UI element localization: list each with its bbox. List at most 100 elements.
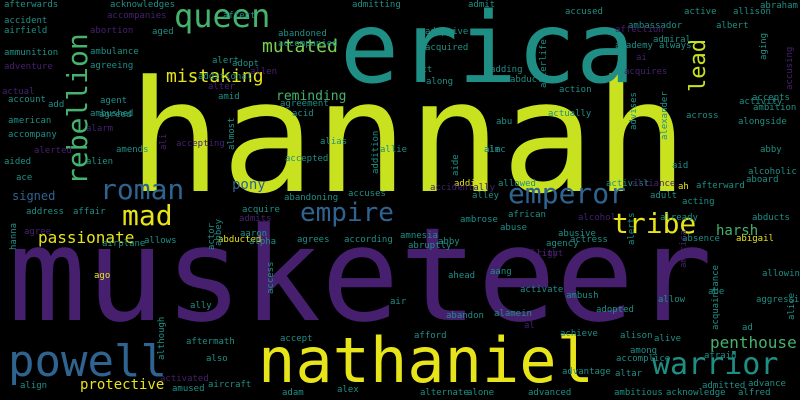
cloud-word: accepting (176, 139, 225, 149)
cloud-word: acquired (425, 43, 469, 53)
cloud-word: alfred (738, 388, 771, 398)
cloud-word: accused (565, 7, 603, 17)
cloud-word: afraid (704, 351, 737, 361)
cloud-word: aftermath (186, 337, 235, 347)
cloud-word: alarm (86, 124, 114, 134)
cloud-word: ad (742, 323, 753, 333)
cloud-word: aboard (746, 175, 779, 185)
cloud-word: accepts (752, 93, 790, 103)
cloud-word: alison (620, 331, 653, 341)
cloud-word: adult (650, 191, 678, 201)
cloud-word: alias (320, 137, 348, 147)
cloud-word: ambition (753, 103, 797, 113)
cloud-word: activity (739, 97, 783, 107)
cloud-word: airfield (4, 26, 48, 36)
cloud-word: affair (73, 207, 106, 217)
cloud-word: almost (227, 117, 237, 150)
cloud-word: abby (760, 145, 782, 155)
cloud-word: ambushed (90, 109, 134, 119)
cloud-word: abducts (752, 213, 790, 223)
cloud-word: alcoholic (748, 167, 797, 177)
cloud-word: allowing (762, 269, 800, 279)
cloud-word: aided (4, 157, 32, 167)
cloud-word: empire (300, 198, 394, 228)
cloud-word: ali (159, 133, 169, 150)
cloud-word: alamein (494, 309, 532, 319)
cloud-word: protective (80, 377, 165, 393)
cloud-word: advises (629, 92, 639, 130)
cloud-word: aang (490, 267, 512, 277)
cloud-word: agreeing (90, 61, 134, 71)
cloud-word: emperor (508, 177, 627, 210)
cloud-word: ambitious (614, 388, 663, 398)
cloud-word: alive (654, 334, 682, 344)
cloud-word: roman (100, 173, 185, 206)
cloud-word: alexander (660, 91, 670, 140)
cloud-word: al (524, 321, 535, 331)
cloud-word: ambulance (90, 47, 139, 57)
cloud-word: hannah (128, 47, 688, 228)
cloud-word: address (26, 207, 64, 217)
cloud-word: abe (708, 287, 725, 297)
cloud-word: agree (24, 227, 52, 237)
cloud-word: among (630, 346, 658, 356)
cloud-word: abandoned (278, 29, 327, 39)
cloud-word: activist (606, 179, 650, 189)
cloud-word: ambassador (628, 21, 683, 31)
cloud-word: afterwards (4, 0, 59, 10)
cloud-word: admitted (702, 381, 746, 391)
cloud-word: ago (94, 271, 111, 281)
cloud-word: adam (282, 388, 304, 398)
cloud-word: aid (672, 161, 689, 171)
cloud-word: act (416, 65, 433, 75)
cloud-word: affection (615, 25, 664, 35)
cloud-word: alien (86, 157, 114, 167)
cloud-word: abducted (218, 235, 262, 245)
cloud-word: alpha (249, 237, 277, 247)
cloud-word: alliance (632, 179, 676, 189)
cloud-word: alerted (34, 146, 72, 156)
cloud-word: altar (615, 369, 643, 379)
cloud-word: passionate (38, 228, 135, 247)
cloud-word: mistaking (166, 66, 264, 87)
cloud-word: aging (759, 32, 769, 60)
cloud-word: abby (438, 237, 460, 247)
cloud-word: agency (546, 239, 579, 249)
cloud-word: warrior (652, 347, 779, 382)
cloud-word: amnesia (400, 231, 438, 241)
cloud-word: accept (280, 334, 313, 344)
cloud-word: actor (207, 222, 217, 250)
cloud-word: accomplice (616, 354, 671, 364)
cloud-word: adoptive (425, 27, 469, 37)
cloud-word: activate (520, 285, 564, 295)
cloud-word: adopt (232, 59, 260, 69)
cloud-word: powell (8, 336, 167, 387)
cloud-word: accident (4, 16, 48, 26)
cloud-word: allison (733, 7, 771, 17)
cloud-word: aggressive (756, 295, 800, 305)
cloud-word: allie (380, 145, 408, 155)
cloud-word: admit (468, 0, 496, 10)
cloud-word: accepted (285, 154, 329, 164)
cloud-word: agreed (99, 110, 132, 120)
cloud-word: ammunition (4, 48, 59, 58)
cloud-word: access (266, 261, 276, 294)
cloud-word: alone (467, 388, 495, 398)
cloud-word: alec (484, 145, 506, 155)
cloud-word: aaron (240, 229, 268, 239)
cloud-word: aircraft (208, 380, 252, 390)
cloud-word: american (8, 116, 52, 126)
cloud-word: acquires (624, 67, 668, 77)
cloud-word: advantage (562, 367, 611, 377)
cloud-word: aide (451, 154, 461, 176)
cloud-word: actress (570, 235, 608, 245)
cloud-word: abraham (760, 1, 798, 11)
cloud-word: actual (2, 87, 35, 97)
cloud-word: accompany (8, 130, 57, 140)
cloud-word: abandon (446, 311, 484, 321)
cloud-word: reminding (276, 89, 347, 104)
cloud-word: ace (16, 173, 33, 183)
cloud-word: acid (292, 109, 314, 119)
cloud-word: air (390, 297, 407, 307)
cloud-word: allows (144, 236, 177, 246)
